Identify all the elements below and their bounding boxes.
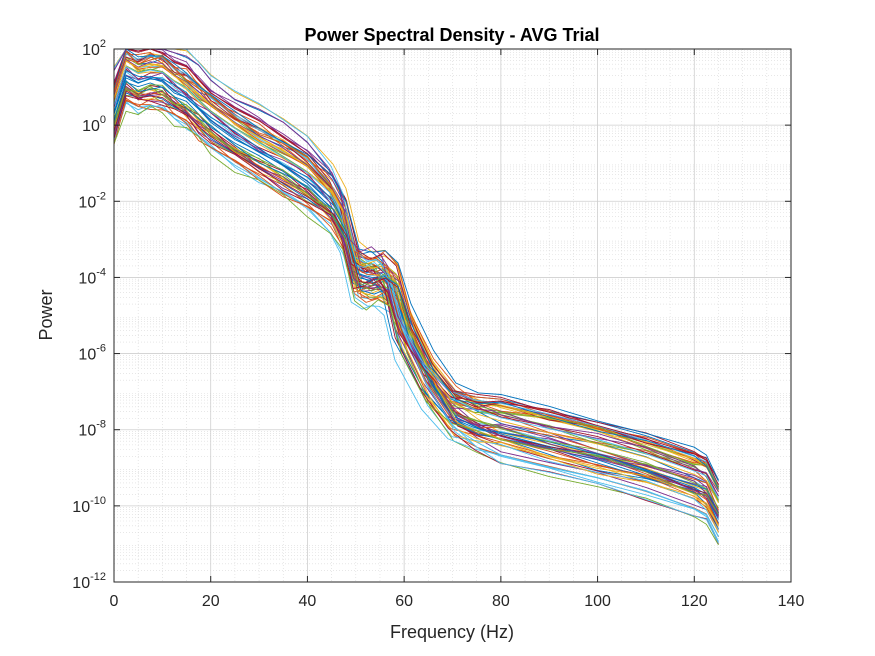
y-tick-label: 10-4 [78, 266, 106, 287]
psd-series-line [113, 66, 719, 486]
psd-series-line [113, 99, 719, 490]
psd-series-line [113, 66, 719, 516]
x-tick-label: 0 [110, 593, 119, 610]
y-tick-label: 10-8 [78, 419, 106, 440]
y-axis: 10-12 10-10 10-8 10-6 10-4 10-2 100 102 [72, 38, 791, 592]
plot-frame [113, 48, 792, 583]
psd-series-line [113, 48, 719, 481]
psd-series-line [113, 60, 719, 504]
x-tick-label: 120 [681, 593, 708, 610]
y-tick-label: 100 [82, 114, 106, 135]
psd-series-line [113, 105, 719, 515]
y-tick-label: 10-2 [78, 190, 106, 211]
y-tick-label: 10-12 [72, 571, 106, 592]
y-tick-label: 102 [82, 38, 106, 59]
x-tick-label: 40 [299, 593, 317, 610]
x-tick-label: 100 [584, 593, 611, 610]
y-axis-label: Power [36, 289, 56, 340]
series-layer [113, 48, 719, 546]
x-tick-label: 60 [395, 593, 413, 610]
y-tick-label: 10-10 [72, 495, 106, 516]
x-tick-label: 80 [492, 593, 510, 610]
chart-title: Power Spectral Density - AVG Trial [304, 25, 599, 45]
psd-series-line [113, 95, 719, 488]
psd-series-line [113, 48, 719, 493]
psd-series-line [113, 79, 719, 490]
x-axis-label: Frequency (Hz) [390, 622, 514, 642]
psd-series-line [113, 90, 719, 486]
psd-series-line [113, 48, 719, 497]
x-axis: 0 20 40 60 80 100 120 140 [110, 49, 805, 610]
psd-series-line [113, 102, 719, 537]
x-tick-label: 140 [778, 593, 805, 610]
x-tick-label: 20 [202, 593, 220, 610]
y-tick-label: 10-6 [78, 343, 106, 364]
